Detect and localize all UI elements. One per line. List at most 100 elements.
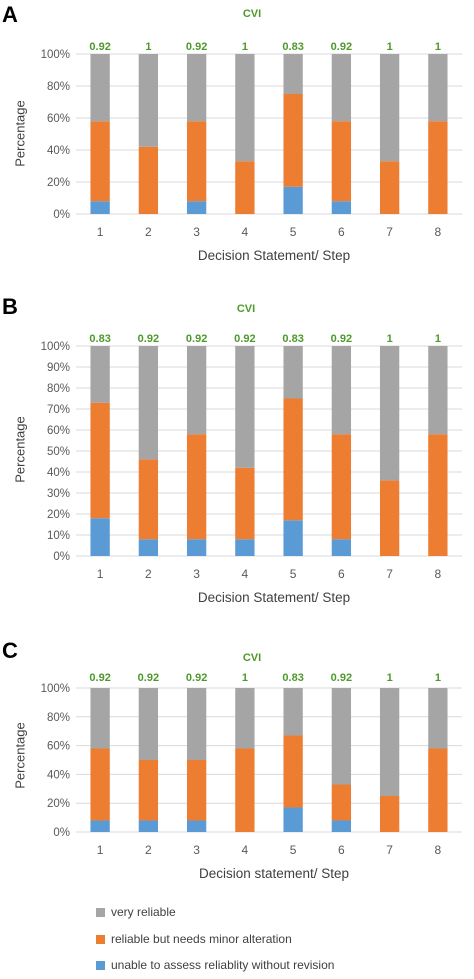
bar-segment-unable [138, 820, 159, 832]
cvi-data-label: 0.83 [282, 333, 303, 345]
x-tick-label: 4 [242, 567, 249, 581]
x-tick-label: 8 [435, 843, 442, 857]
bar-segment-very-reliable [138, 54, 159, 147]
cvi-data-label: 0.92 [138, 672, 159, 684]
bar-segment-minor-alteration [138, 459, 159, 540]
x-tick-label: 6 [338, 567, 345, 581]
y-tick-label: 70% [47, 404, 70, 416]
x-tick-label: 7 [386, 567, 393, 581]
bar-segment-very-reliable [186, 54, 207, 122]
bar-segment-unable [90, 518, 110, 556]
cvi-data-label: 0.92 [331, 672, 352, 684]
panel-label: A [2, 2, 18, 27]
bar-segment-very-reliable [428, 688, 448, 749]
x-axis-label: Decision Statement/ Step [197, 248, 351, 263]
x-tick-label: 7 [386, 225, 393, 239]
cvi-data-label: 0.92 [186, 333, 207, 345]
y-tick-label: 60% [47, 113, 70, 125]
cvi-data-label: 0.83 [282, 41, 303, 53]
bar-segment-minor-alteration [186, 121, 207, 202]
y-tick-label: 0% [53, 209, 70, 221]
x-tick-label: 2 [145, 225, 152, 239]
y-tick-label: 40% [47, 769, 70, 781]
x-tick-label: 1 [97, 567, 104, 581]
x-axis-label: Decision statement/ Step [198, 866, 350, 881]
bar-segment-minor-alteration [331, 121, 352, 202]
panel-label: C [2, 638, 18, 663]
bar-segment-minor-alteration [331, 784, 352, 821]
bar-segment-minor-alteration [428, 434, 448, 556]
bar-segment-unable [90, 820, 110, 832]
bar-segment-minor-alteration [331, 434, 352, 540]
bar-segment-minor-alteration [379, 161, 400, 214]
bar-segment-very-reliable [331, 346, 352, 435]
x-tick-label: 2 [145, 567, 152, 581]
bar-segment-very-reliable [331, 54, 352, 122]
legend-label: very reliable [111, 905, 176, 919]
cvi-data-label: 1 [435, 41, 441, 53]
legend-item-minor-alteration: reliable but needs minor alteration [96, 932, 292, 946]
y-tick-label: 100% [41, 683, 70, 695]
bar-segment-very-reliable [283, 346, 303, 399]
x-tick-label: 6 [338, 843, 345, 857]
y-tick-label: 60% [47, 741, 70, 753]
y-tick-label: 100% [41, 341, 70, 353]
x-tick-label: 1 [97, 843, 104, 857]
cvi-data-label: 1 [387, 672, 393, 684]
chart-title: CVI [236, 303, 256, 315]
bar-segment-minor-alteration [428, 121, 448, 214]
bar-segment-minor-alteration [283, 398, 303, 521]
bar-segment-unable [235, 539, 255, 556]
bar-segment-very-reliable [90, 688, 110, 749]
y-tick-label: 20% [47, 509, 70, 521]
cvi-data-label: 0.92 [234, 333, 255, 345]
x-tick-label: 3 [193, 567, 200, 581]
x-tick-label: 4 [242, 225, 249, 239]
cvi-data-label: 1 [387, 333, 393, 345]
y-tick-label: 10% [47, 530, 70, 542]
bar-segment-unable [331, 539, 352, 556]
x-tick-label: 7 [386, 843, 393, 857]
legend-swatch [96, 934, 105, 944]
bar-segment-very-reliable [90, 346, 110, 403]
cvi-data-label: 0.92 [89, 672, 110, 684]
x-tick-label: 5 [290, 567, 297, 581]
bar-segment-minor-alteration [138, 146, 159, 214]
cvi-data-label: 0.83 [89, 333, 110, 345]
x-tick-label: 6 [338, 225, 345, 239]
x-axis-label: Decision Statement/ Step [197, 590, 351, 605]
cvi-data-label: 0.92 [186, 672, 207, 684]
bar-segment-minor-alteration [283, 94, 303, 187]
bar-segment-minor-alteration [283, 735, 303, 808]
legend-label: reliable but needs minor alteration [111, 932, 292, 946]
bar-segment-very-reliable [379, 346, 400, 481]
chart-panel-b: B CVI Percentage 0% 10% 20% 30% 40% 50% 60% 70%… [0, 292, 474, 612]
bar-segment-very-reliable [283, 54, 303, 94]
bar-segment-very-reliable [331, 688, 352, 785]
bar-segment-minor-alteration [90, 748, 110, 821]
chart-plot: 0% 20% 40% 60% 80% 100% 1 0.92 2 0.92 3 0.92 4 1 5 0.83… [41, 672, 462, 857]
y-tick-label: 0% [53, 551, 70, 563]
x-tick-label: 5 [290, 843, 297, 857]
legend-item-unable: unable to assess reliablity without revi… [96, 958, 334, 972]
chart-plot: 0% 10% 20% 30% 40% 50% 60% 70% 80% 90% 100% 1 0.83 2 0… [41, 333, 462, 581]
bar-segment-minor-alteration [235, 748, 255, 832]
bar-segment-minor-alteration [235, 161, 255, 214]
bar-segment-very-reliable [186, 688, 207, 760]
cvi-data-label: 0.92 [186, 41, 207, 53]
y-tick-label: 90% [47, 362, 70, 374]
bar-segment-unable [186, 820, 207, 832]
panel-label: B [2, 294, 18, 319]
y-tick-label: 30% [47, 488, 70, 500]
bar-segment-minor-alteration [428, 748, 448, 832]
legend-label: unable to assess reliablity without revi… [111, 958, 335, 972]
bar-segment-unable [186, 201, 207, 214]
bar-segment-very-reliable [235, 688, 255, 749]
cvi-data-label: 1 [387, 41, 393, 53]
cvi-data-label: 0.92 [331, 41, 352, 53]
bar-segment-unable [331, 820, 352, 832]
chart-panel-c: C CVI Percentage 0% 20% 40% 60% 80% 100% 1 0.92… [0, 636, 474, 896]
y-tick-label: 80% [47, 81, 70, 93]
bar-segment-minor-alteration [138, 760, 159, 821]
x-tick-label: 2 [145, 843, 152, 857]
